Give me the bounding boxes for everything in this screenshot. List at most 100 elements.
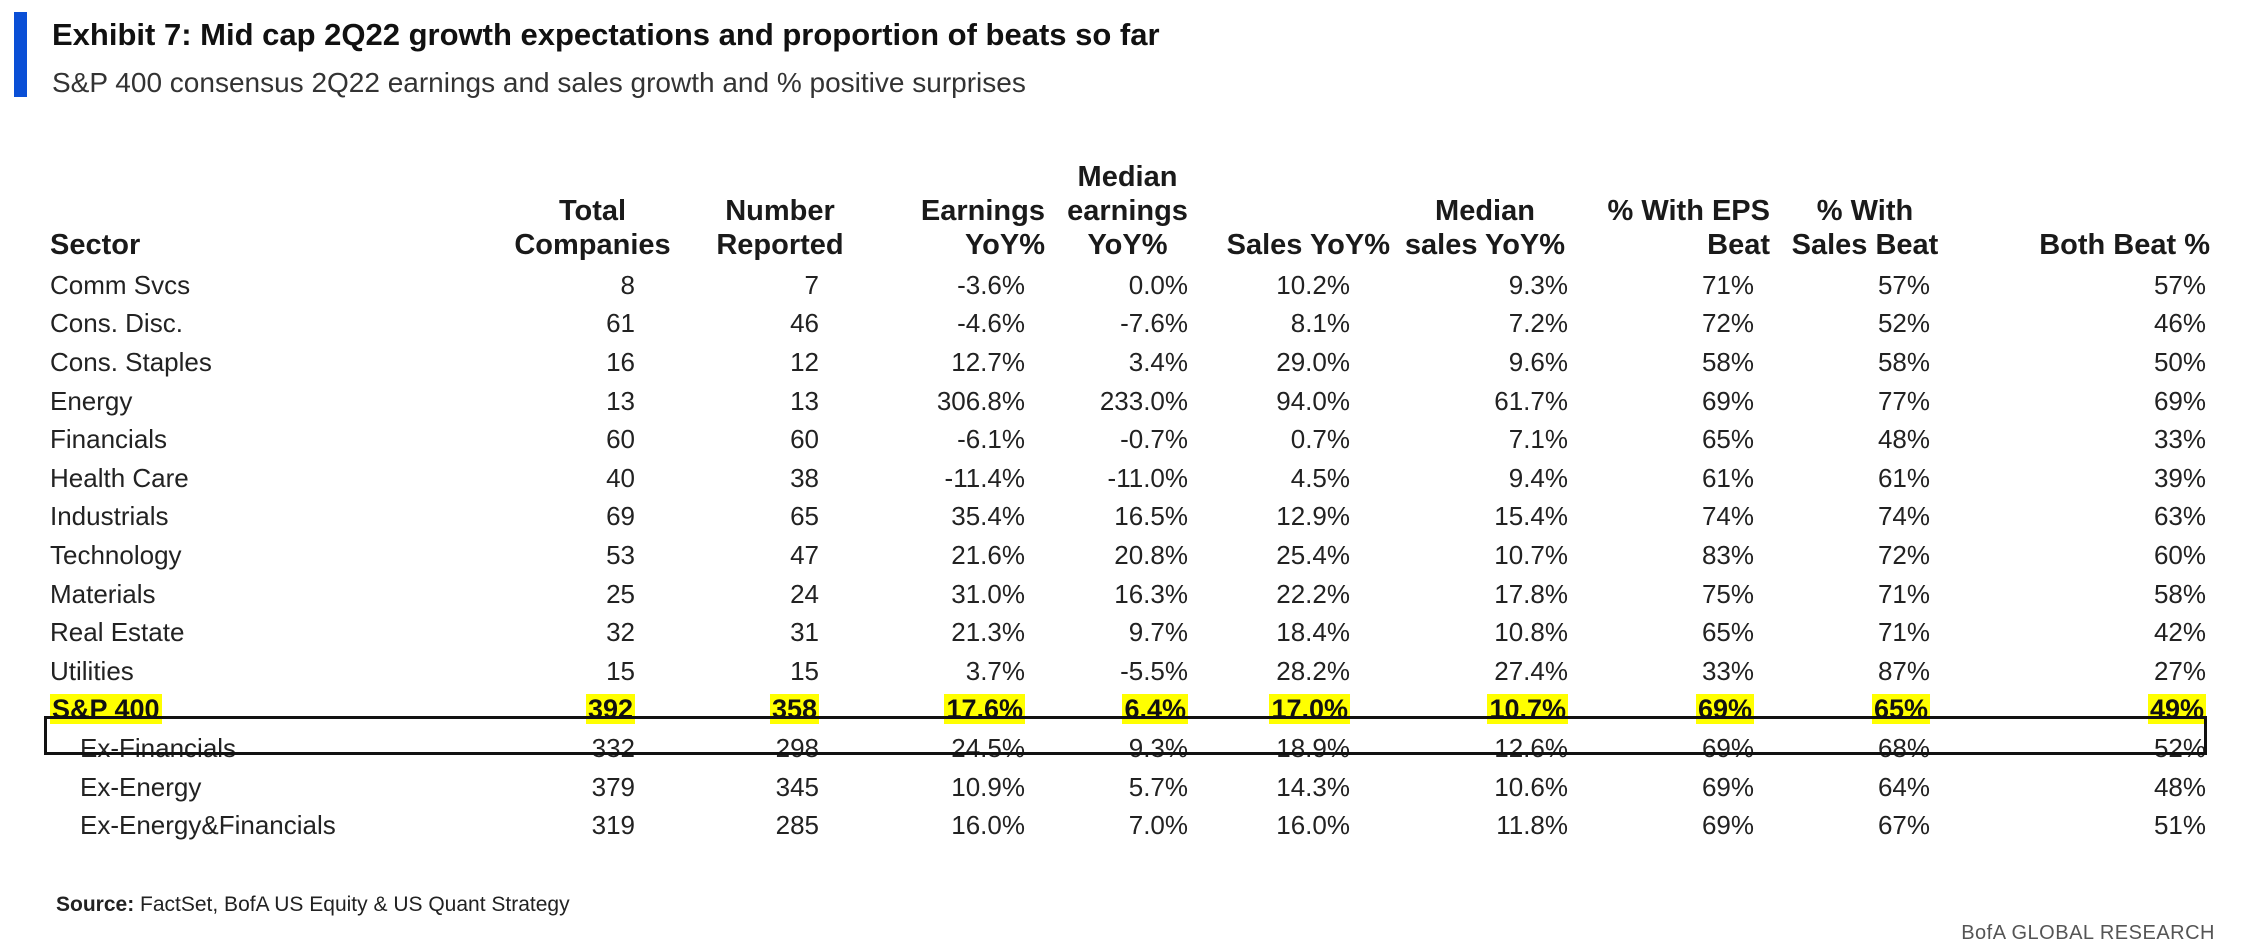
earnings-table: Sector Total Companies Number Reported Ear… [50,160,2210,845]
table-cell: 9.4% [1390,459,1580,498]
table-cell: 48% [1960,768,2210,807]
cell-value: 3.7% [965,655,1025,686]
cell-value: 9.3% [1508,269,1568,300]
column-header-line [50,160,490,194]
table-row: Comm Svcs 8 7 -3.6% 0.0% 10.2% 9.3% 71% 57% 57% [50,266,2210,305]
column-header-line: sales YoY% [1404,229,1566,261]
cell-value: 28.2% [1276,655,1350,686]
column-header-line [490,160,695,194]
table-row: Industrials 69 65 35.4% 16.5% 12.9% 15.4% 74% 74… [50,498,2210,537]
cell-value: 16.3% [1114,578,1188,609]
cell-value: 12.9% [1276,501,1350,532]
table-cell: 50% [1960,343,2210,382]
cell-value: 31 [790,617,819,648]
cell-value: 69% [1701,771,1754,802]
cell-value: 18.4% [1276,617,1350,648]
table-cell: 83% [1580,536,1770,575]
table-cell: 10.8% [1390,613,1580,652]
cell-value: 65 [790,501,819,532]
table-row: Real Estate 32 31 21.3% 9.7% 18.4% 10.8% 65% 71%… [50,613,2210,652]
table-row: Cons. Staples 16 12 12.7% 3.4% 29.0% 9.6% 58% 58… [50,343,2210,382]
cell-value: 7.1% [1508,424,1568,455]
table-cell: 12.9% [1210,498,1390,537]
cell-value: 24 [790,578,819,609]
cell-value: 69% [1701,732,1754,763]
table-cell: 10.9% [865,768,1045,807]
table-cell: 65% [1770,691,1960,730]
column-header-line [1580,160,1770,194]
cell-value: 71% [1877,578,1930,609]
column-header-line: Median [1077,161,1178,193]
row-label-cell: Industrials [50,498,490,537]
table-cell: 7 [695,266,865,305]
cell-value: 61.7% [1494,385,1568,416]
table-cell: 57% [1960,266,2210,305]
table-cell: 10.2% [1210,266,1390,305]
cell-value: 17.0% [1269,694,1350,725]
table-cell: 94.0% [1210,382,1390,421]
table-row: Health Care 40 38 -11.4% -11.0% 4.5% 9.4% 61% 61… [50,459,2210,498]
table-cell: 16.5% [1045,498,1210,537]
row-label-cell: Energy [50,382,490,421]
table-cell: 18.9% [1210,729,1390,768]
cell-value: 21.6% [951,539,1025,570]
table-cell: 31.0% [865,575,1045,614]
row-label: Technology [50,539,182,570]
table-cell: 8 [490,266,695,305]
table-cell: 61% [1580,459,1770,498]
table-cell: 39% [1960,459,2210,498]
table-cell: 4.5% [1210,459,1390,498]
table-cell: 21.3% [865,613,1045,652]
table-cell: 5.7% [1045,768,1210,807]
table-cell: 13 [695,382,865,421]
cell-value: 61 [606,308,635,339]
cell-value: 33% [2153,424,2206,455]
cell-value: 13 [606,385,635,416]
column-header-line [1210,194,1390,228]
cell-value: 298 [775,732,819,763]
table-cell: 379 [490,768,695,807]
cell-value: 57% [2153,269,2206,300]
row-label: Cons. Disc. [50,308,183,339]
table-cell: 87% [1770,652,1960,691]
table-cell: 17.8% [1390,575,1580,614]
table-body: Comm Svcs 8 7 -3.6% 0.0% 10.2% 9.3% 71% 57% 57% Co… [50,266,2210,845]
table-cell: 52% [1960,729,2210,768]
column-header: Earnings YoY% [865,160,1045,266]
cell-value: 71% [1701,269,1754,300]
sub-row: Ex-Energy&Financials 319 285 16.0% 7.0% 16.0%… [50,806,2210,845]
table-cell: 38 [695,459,865,498]
cell-value: 16.0% [1276,810,1350,841]
table-cell: 69% [1960,382,2210,421]
cell-value: 58% [1877,346,1930,377]
cell-value: 58% [1701,346,1754,377]
table-cell: -11.0% [1045,459,1210,498]
table-cell: -0.7% [1045,420,1210,459]
table-row: Cons. Disc. 61 46 -4.6% -7.6% 8.1% 7.2% 72% 52% 4… [50,305,2210,344]
cell-value: 13 [790,385,819,416]
cell-value: 35.4% [951,501,1025,532]
table-cell: 12.7% [865,343,1045,382]
cell-value: 40 [606,462,635,493]
table-cell: 27% [1960,652,2210,691]
row-label-cell: Health Care [50,459,490,498]
cell-value: 8 [620,269,635,300]
column-header-line: Sector [50,229,141,261]
column-header: Median sales YoY% [1390,160,1580,266]
table-row: Materials 25 24 31.0% 16.3% 22.2% 17.8% 75% 71% 5… [50,575,2210,614]
cell-value: -5.5% [1120,655,1188,686]
cell-value: 52% [2153,732,2206,763]
row-label-cell: Real Estate [50,613,490,652]
cell-value: 16 [606,346,635,377]
table-cell: 71% [1580,266,1770,305]
column-header-line: Number [725,195,835,227]
cell-value: 7.0% [1128,810,1188,841]
row-label-cell: Ex-Financials [50,729,490,768]
exhibit-title: Exhibit 7: Mid cap 2Q22 growth expectati… [52,17,1160,52]
cell-value: 20.8% [1114,539,1188,570]
cell-value: 8.1% [1290,308,1350,339]
table-cell: 68% [1770,729,1960,768]
row-label-cell: Ex-Energy&Financials [50,806,490,845]
source-label: Source: [56,893,135,916]
table-cell: 0.7% [1210,420,1390,459]
